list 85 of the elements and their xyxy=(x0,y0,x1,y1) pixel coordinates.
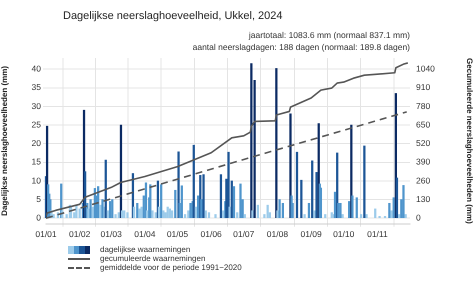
bar xyxy=(97,186,100,218)
bar xyxy=(360,214,362,218)
y-tick-label: 15 xyxy=(32,156,42,167)
bar xyxy=(266,204,269,218)
bar xyxy=(158,206,160,218)
legend-label: gemiddelde voor de periode 1991−2020 xyxy=(100,263,242,272)
bar xyxy=(282,202,284,218)
bar xyxy=(194,206,198,218)
bar xyxy=(184,214,186,218)
bar xyxy=(236,212,238,218)
legend-label: gecumuleerde waarnemingen xyxy=(100,254,206,263)
bar xyxy=(398,214,400,218)
bar xyxy=(118,212,120,218)
x-tick-label: 01/02 xyxy=(69,229,91,240)
text: aantal neerslagdagen: 188 dagen (normaal: 189.8 dagen) xyxy=(192,42,410,52)
bar xyxy=(204,210,207,218)
bar xyxy=(311,160,314,218)
x-tick-label: 01/06 xyxy=(200,229,222,240)
x-tick-label: 01/05 xyxy=(166,229,188,240)
bar xyxy=(303,214,306,218)
bar xyxy=(324,214,326,218)
bar xyxy=(228,206,231,218)
x-tick-label: 01/11 xyxy=(367,229,388,240)
bar xyxy=(168,208,171,218)
y2-axis-title: Gecumuleerde neerslaghoeveelheden (mm) xyxy=(464,58,474,224)
bar xyxy=(187,210,190,218)
bar xyxy=(87,208,90,218)
bar xyxy=(363,146,366,218)
y-tick-label: 20 xyxy=(32,138,42,148)
y-tick-label: 35 xyxy=(32,82,42,92)
y2-tick-label: 650 xyxy=(416,119,430,130)
bar xyxy=(174,190,176,218)
x-tick-label: 01/09 xyxy=(300,229,322,240)
x-tick-label: 01/03 xyxy=(100,229,122,240)
y-tick-label: 25 xyxy=(32,119,42,130)
y2-tick-label: 0 xyxy=(416,212,421,223)
bar xyxy=(244,214,246,218)
y2-tick-label: 260 xyxy=(416,175,430,186)
bar xyxy=(342,214,344,218)
bar xyxy=(99,204,102,218)
bar xyxy=(162,210,164,218)
bar xyxy=(275,68,278,218)
bar xyxy=(123,210,126,218)
bar xyxy=(136,202,138,218)
y2-tick-label: 520 xyxy=(416,138,430,148)
y-tick-label: 40 xyxy=(32,64,42,74)
y-tick-label: 5 xyxy=(36,194,42,204)
chart-title: Dagelijkse neerslaghoeveelheid, Ukkel, 2024 xyxy=(63,10,283,22)
bar xyxy=(200,199,203,218)
bar xyxy=(356,197,358,218)
text: jaartotaal: 1083.6 mm (normaal 837.1 mm) xyxy=(248,30,410,40)
bar xyxy=(78,208,81,218)
y2-tick-label: 910 xyxy=(416,82,430,92)
bar xyxy=(149,184,152,218)
x-tick-label: 01/08 xyxy=(266,229,288,240)
y2-tick-label: 1040 xyxy=(416,64,436,74)
legend-label: dagelijkse waarnemingen xyxy=(100,245,190,254)
bar xyxy=(114,214,117,218)
bar xyxy=(404,214,407,218)
bar xyxy=(132,206,136,218)
bar xyxy=(214,214,217,218)
x-tick-label: 01/04 xyxy=(134,229,156,240)
bar xyxy=(192,144,195,218)
x-tick-label: 01/07 xyxy=(233,229,255,240)
y2-tick-label: 130 xyxy=(416,194,430,204)
y2-tick-label: 390 xyxy=(416,156,430,167)
y-tick-label: 10 xyxy=(32,175,42,186)
y2-tick-label: 780 xyxy=(416,100,430,111)
bar xyxy=(330,212,333,218)
y-tick-label: 0 xyxy=(36,212,42,223)
x-tick-label: 01/10 xyxy=(333,229,355,240)
bar xyxy=(374,208,376,218)
bar xyxy=(166,206,169,218)
bar xyxy=(104,160,107,218)
bar xyxy=(300,180,302,218)
bar xyxy=(92,206,94,218)
bar xyxy=(111,199,114,218)
bar xyxy=(365,214,368,218)
bar xyxy=(160,184,162,218)
x-tick-label: 01/01 xyxy=(35,229,57,240)
bar xyxy=(388,202,390,218)
y-axis-title: Dagelijkse neerslaghoeveelheden (mm) xyxy=(0,66,10,216)
bar xyxy=(250,63,252,218)
y-tick-label: 30 xyxy=(32,100,42,111)
bar xyxy=(180,185,183,218)
